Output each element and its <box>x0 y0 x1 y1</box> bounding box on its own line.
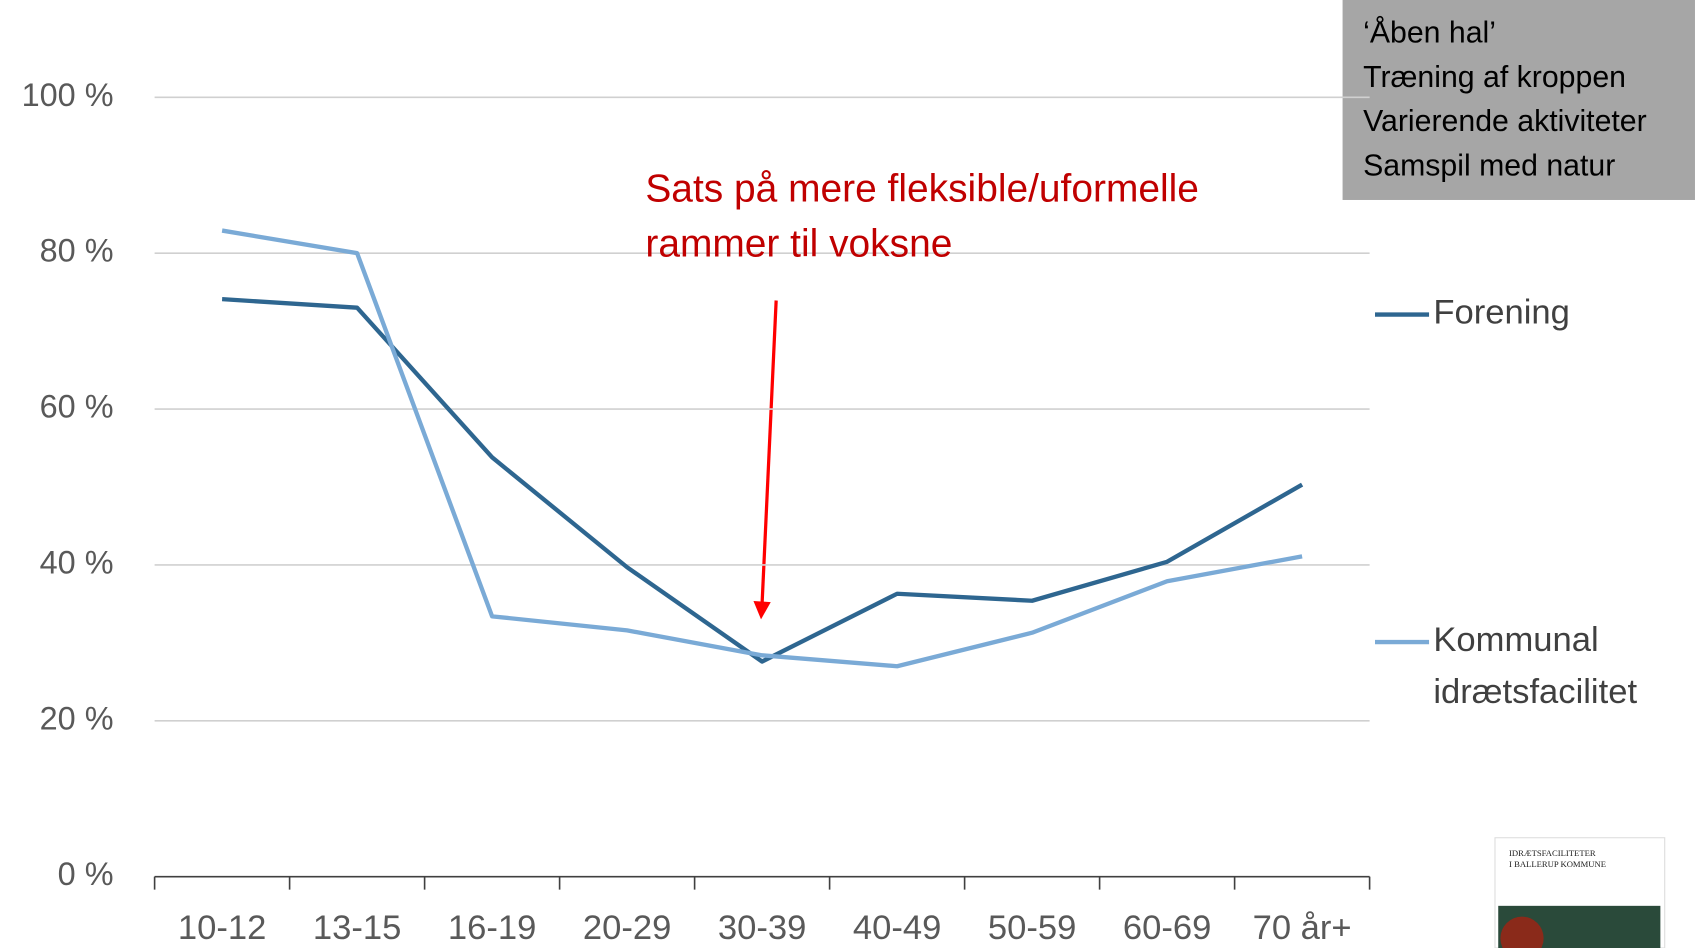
annotation: rammer til voksne <box>645 223 952 266</box>
x-tick-label: 20-29 <box>583 909 671 947</box>
x-tick-label: 50-59 <box>988 909 1076 947</box>
legend-label: Forening <box>1433 294 1569 332</box>
note-line: Træning af kroppen <box>1363 61 1626 94</box>
annotation: Sats på mere fleksible/uformelle <box>645 168 1199 211</box>
x-tick-label: 60-69 <box>1123 909 1211 947</box>
annotation-arrowhead <box>753 601 770 619</box>
note-line: Varierende aktiviteter <box>1363 105 1647 138</box>
cover-title: I BALLERUP KOMMUNE <box>1509 859 1606 869</box>
y-tick-label: 100 % <box>22 77 114 113</box>
annotation-arrow <box>762 301 776 604</box>
y-tick-label: 40 % <box>40 544 114 580</box>
cover-title: IDRÆTSFACILITETER <box>1509 848 1596 858</box>
x-tick-label: 10-12 <box>178 909 266 947</box>
note-line: Samspil med natur <box>1363 150 1615 183</box>
chart: 0 % 20 % 40 % 60 % 80 % 100 % 10-12 13-15 16-19 2… <box>0 0 1695 948</box>
note-line: ‘Åben hal’ <box>1363 17 1496 50</box>
y-tick-label: 20 % <box>40 700 114 736</box>
y-tick-label: 0 % <box>58 856 114 892</box>
y-tick-label: 60 % <box>40 389 114 425</box>
x-tick-label: 30-39 <box>718 909 806 947</box>
x-tick-label: 70 år+ <box>1253 909 1352 947</box>
x-tick-label: 40-49 <box>853 909 941 947</box>
y-tick-label: 80 % <box>40 233 114 269</box>
x-tick-label: 13-15 <box>313 909 401 947</box>
x-tick-label: 16-19 <box>448 909 536 947</box>
